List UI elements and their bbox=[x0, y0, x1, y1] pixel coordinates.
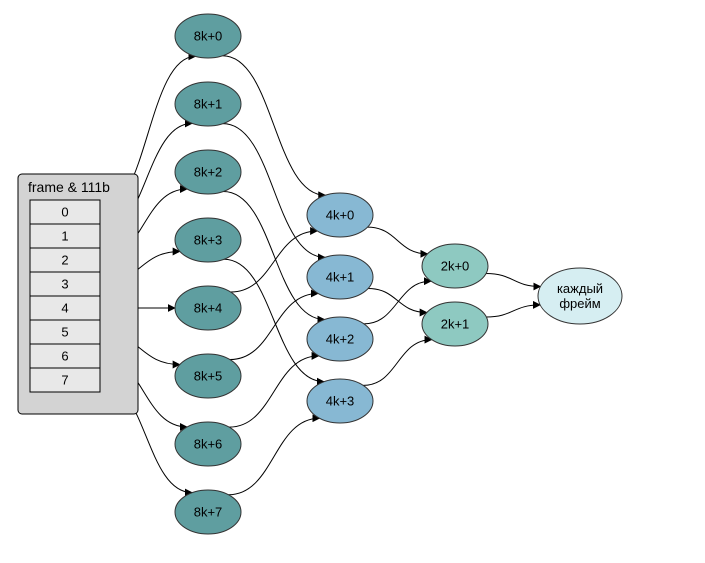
node-2k-1-label: 2k+1 bbox=[441, 317, 470, 332]
node-4k-1-label: 4k+1 bbox=[326, 270, 355, 285]
frame-cell-label: 5 bbox=[61, 325, 68, 340]
frame-box-title: frame & 111b bbox=[28, 179, 110, 195]
edge bbox=[486, 305, 540, 317]
node-2k-0-label: 2k+0 bbox=[441, 259, 470, 274]
frame-cell-label: 6 bbox=[61, 349, 68, 364]
edge bbox=[230, 293, 318, 359]
edge bbox=[486, 273, 540, 286]
edge bbox=[367, 227, 427, 254]
node-8k-4-label: 8k+4 bbox=[194, 301, 223, 316]
node-final-label: каждый bbox=[557, 281, 603, 296]
frame-cell-label: 3 bbox=[61, 277, 68, 292]
frame-cell-label: 2 bbox=[61, 253, 68, 268]
edge bbox=[363, 340, 431, 386]
diagram-svg: frame & 111b 0 1 2 3 4 5 6 7 8k+0 8k+1 8k+2 8k+3 8k+4… bbox=[0, 0, 705, 563]
node-8k-5-label: 8k+5 bbox=[194, 369, 223, 384]
node-8k-6-label: 8k+6 bbox=[194, 437, 223, 452]
edge bbox=[368, 288, 427, 312]
node-8k-7-label: 8k+7 bbox=[194, 505, 223, 520]
frame-cell-label: 0 bbox=[61, 205, 68, 220]
frame-cell-label: 7 bbox=[61, 373, 68, 388]
node-4k-2-label: 4k+2 bbox=[326, 332, 355, 347]
edge bbox=[231, 231, 318, 292]
node-8k-2-label: 8k+2 bbox=[194, 165, 223, 180]
frame-cell-label: 1 bbox=[61, 229, 68, 244]
node-4k-3-label: 4k+3 bbox=[326, 394, 355, 409]
edge bbox=[229, 356, 319, 427]
frame-cell-label: 4 bbox=[61, 301, 68, 316]
node-8k-1-label: 8k+1 bbox=[194, 97, 223, 112]
node-final-label: фрейм bbox=[559, 296, 600, 311]
node-8k-0-label: 8k+0 bbox=[194, 29, 223, 44]
node-4k-0-label: 4k+0 bbox=[326, 208, 355, 223]
edge bbox=[229, 418, 320, 495]
node-8k-3-label: 8k+3 bbox=[194, 233, 223, 248]
edge bbox=[364, 281, 431, 324]
